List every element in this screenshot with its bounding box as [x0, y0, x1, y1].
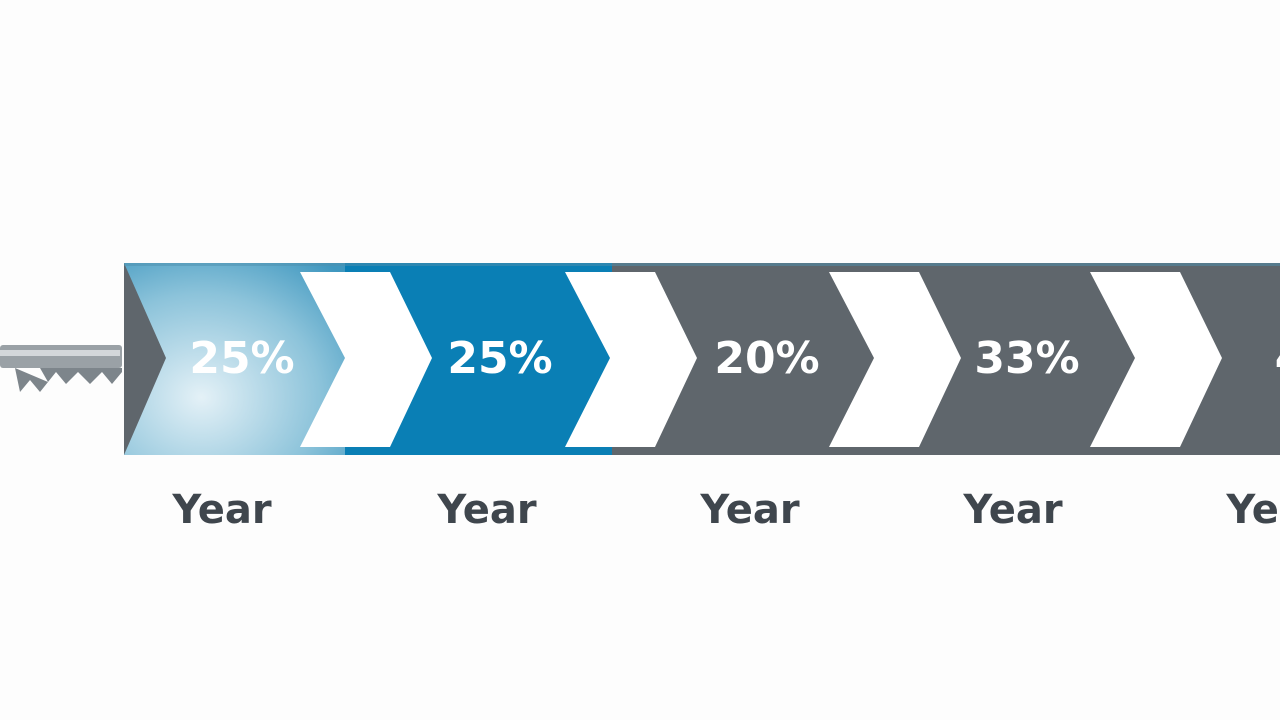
segment-blue	[345, 263, 612, 455]
chevron-arrow-3	[829, 272, 961, 447]
step-percent: 4	[1275, 333, 1280, 384]
chevron-arrow-1	[300, 272, 432, 447]
chevron-arrow-4	[1090, 272, 1222, 447]
segment-light-blue	[124, 263, 345, 455]
step-percent: 25%	[447, 333, 552, 384]
step-label: Year	[436, 487, 536, 533]
chevron-arrow-2	[565, 272, 697, 447]
step-label: Year	[171, 487, 271, 533]
step-percent: 20%	[714, 333, 819, 384]
key-icon	[0, 345, 122, 392]
step-label: Year	[1225, 487, 1280, 533]
step-percent: 33%	[974, 333, 1079, 384]
step-label: Year	[962, 487, 1062, 533]
step-label: Year	[699, 487, 799, 533]
step-percent: 25%	[189, 333, 294, 384]
